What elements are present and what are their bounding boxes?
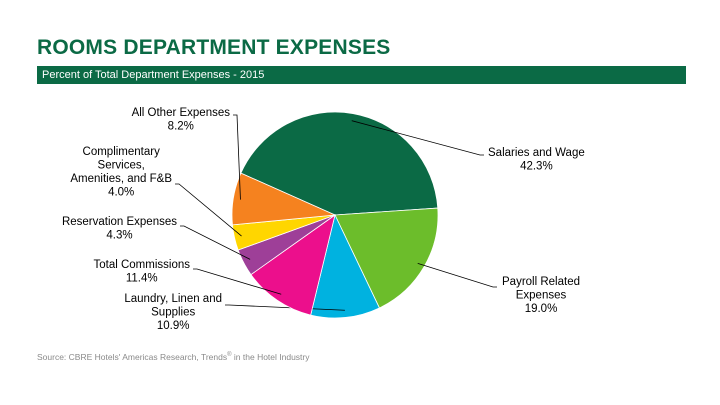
- leader-line: [175, 183, 242, 237]
- slice-label: Laundry, Linen and Supplies 10.9%: [124, 293, 222, 332]
- chart-title: ROOMS DEPARTMENT EXPENSES: [37, 36, 391, 59]
- leader-line: [233, 114, 241, 200]
- chart-subtitle-bar: Percent of Total Department Expenses - 2…: [37, 66, 686, 84]
- leader-line: [180, 225, 251, 260]
- pie-slice: [310, 213, 380, 319]
- slice-label: Reservation Expenses 4.3%: [62, 216, 177, 242]
- slice-label: All Other Expenses 8.2%: [132, 107, 231, 133]
- pie-slice: [250, 214, 336, 316]
- slice-label: Payroll Related Expenses 19.0%: [502, 276, 580, 315]
- pie-slice: [231, 172, 337, 226]
- source-registered-mark: ®: [227, 352, 232, 359]
- slice-label: Salaries and Wage 42.3%: [488, 147, 585, 173]
- leader-line: [351, 120, 484, 156]
- slice-label: Total Commissions 11.4%: [94, 259, 191, 285]
- leader-line: [193, 268, 282, 295]
- source-suffix: in the Hotel Industry: [231, 352, 310, 362]
- pie-slice: [334, 207, 439, 309]
- pie-slice: [240, 111, 439, 216]
- leader-line: [417, 262, 497, 288]
- slice-label: Complimentary Services, Amenities, and F&B…: [70, 146, 172, 199]
- source-note: Source: CBRE Hotels' Americas Research, …: [37, 352, 310, 362]
- source-prefix: Source: CBRE Hotels' Americas Research, …: [37, 352, 228, 362]
